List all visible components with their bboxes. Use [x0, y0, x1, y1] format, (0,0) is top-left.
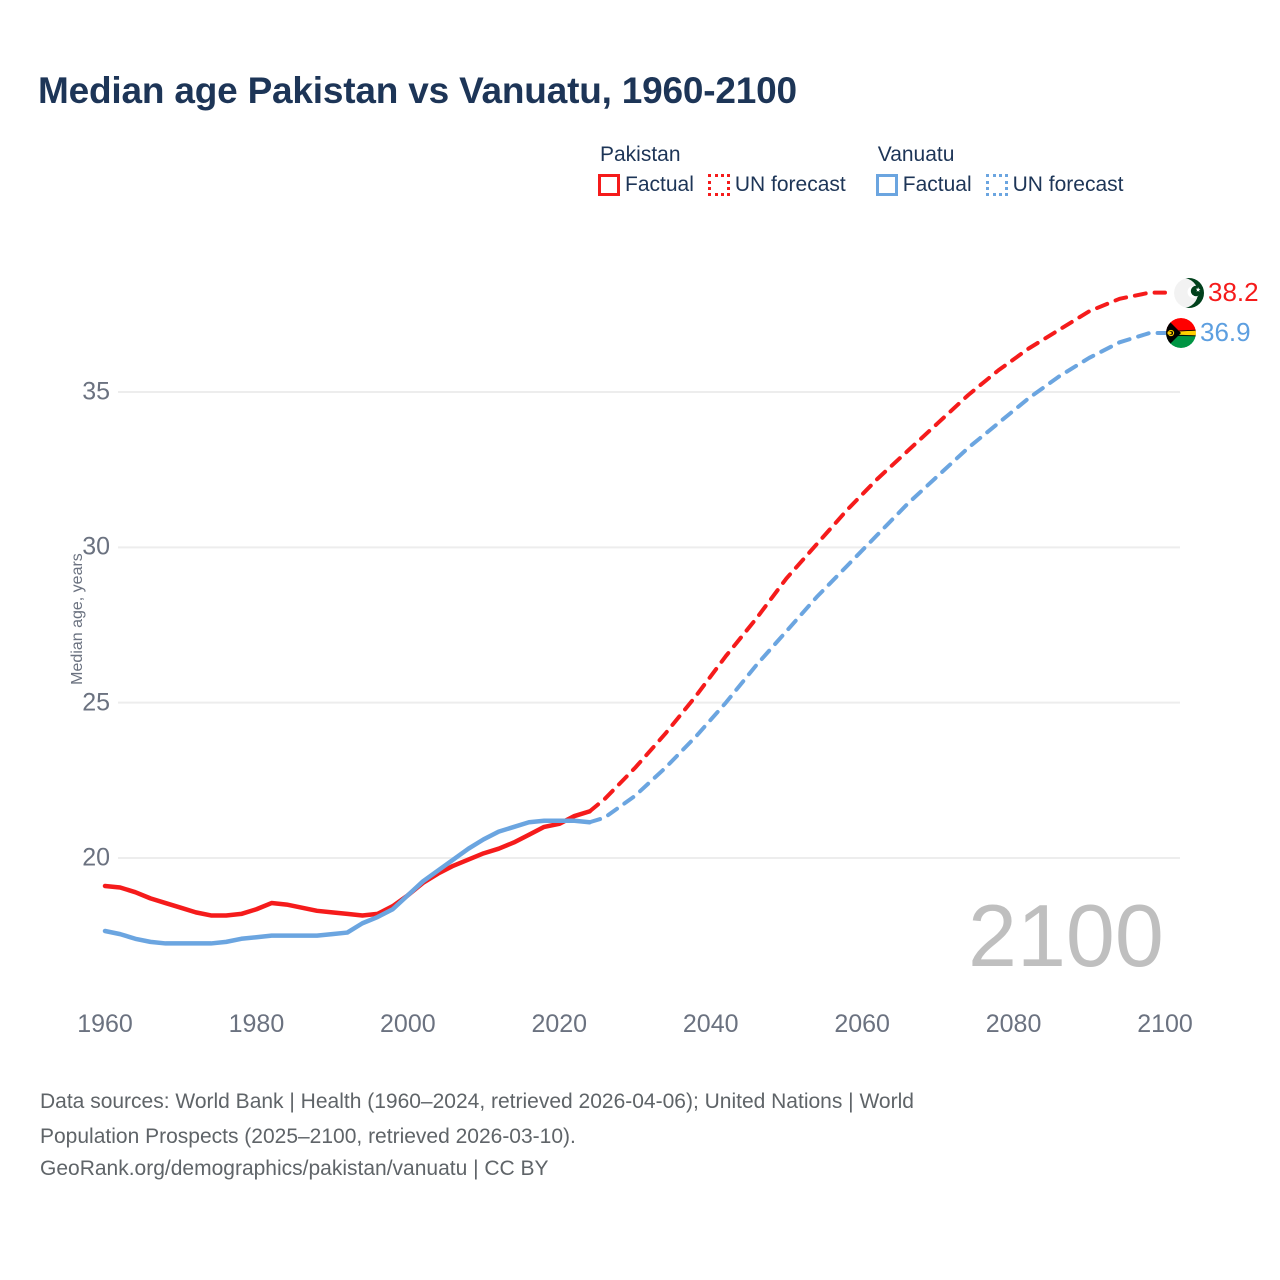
- legend-item-vanuatu-factual[interactable]: Factual: [875, 173, 972, 197]
- footer-sources: Data sources: World Bank | Health (1960–…: [40, 1086, 1220, 1186]
- x-tick-label: 2000: [380, 1010, 436, 1038]
- y-axis-ticks: 20 25 30 35: [52, 0, 110, 1000]
- legend-country-pakistan: Pakistan: [600, 143, 681, 166]
- legend-item-pakistan-forecast[interactable]: UN forecast: [707, 173, 846, 197]
- legend-row-pakistan: Factual UN forecast: [598, 173, 846, 197]
- footer-line-3[interactable]: GeoRank.org/demographics/pakistan/vanuat…: [40, 1157, 549, 1181]
- footer-line-1: Data sources: World Bank | Health (1960–…: [40, 1090, 914, 1113]
- chart-legend: Pakistan Factual UN forecast Vanuatu Fac…: [598, 143, 1124, 197]
- footer-line-2: Population Prospects (2025–2100, retriev…: [40, 1124, 576, 1148]
- vanuatu-flag-icon: [1166, 317, 1196, 348]
- y-tick-label: 25: [82, 688, 110, 717]
- vanuatu-end-value: 36.9: [1200, 317, 1251, 347]
- y-tick-label: 20: [82, 843, 110, 872]
- legend-item-pakistan-factual[interactable]: Factual: [598, 173, 694, 197]
- y-tick-label: 35: [82, 377, 110, 406]
- x-tick-label: 1980: [228, 1010, 285, 1038]
- x-tick-label: 2080: [985, 1010, 1042, 1038]
- legend-swatch-dotted-icon: [985, 174, 1008, 196]
- year-watermark: 2100: [968, 886, 1164, 985]
- legend-label-pakistan-factual: Factual: [625, 173, 694, 196]
- legend-label-vanuatu-forecast: UN forecast: [1012, 173, 1124, 196]
- legend-swatch-solid-icon: [598, 174, 620, 196]
- pakistan-end-value: 38.2: [1208, 277, 1259, 307]
- legend-label-pakistan-forecast: UN forecast: [734, 173, 846, 196]
- series-line: [102, 809, 592, 918]
- pakistan-endpoint: 38.2: [1174, 277, 1259, 308]
- x-tick-label: 2100: [1137, 1010, 1193, 1038]
- series-line: [587, 330, 1167, 825]
- series-line: [587, 290, 1167, 814]
- legend-swatch-dotted-icon: [707, 174, 730, 196]
- x-tick-label: 2060: [834, 1010, 890, 1038]
- x-tick-label: 2020: [531, 1010, 588, 1038]
- legend-country-vanuatu: Vanuatu: [877, 143, 955, 166]
- legend-swatch-solid-icon: [875, 174, 898, 196]
- series-line: [102, 818, 592, 946]
- legend-group-pakistan: Pakistan Factual UN forecast: [598, 143, 846, 197]
- legend-group-vanuatu: Vanuatu Factual UN forecast: [875, 143, 1124, 197]
- vanuatu-endpoint: 36.9: [1166, 317, 1251, 348]
- page-title: Median age Pakistan vs Vanuatu, 1960-210…: [38, 70, 797, 111]
- legend-row-vanuatu: Factual UN forecast: [875, 173, 1124, 197]
- x-tick-label: 2040: [682, 1010, 739, 1038]
- plot-area: Median age, years 20 25 30 35 1960 1980 2000 2…: [52, 0, 1193, 1038]
- chart-svg: [102, 290, 1180, 946]
- y-tick-label: 30: [82, 532, 110, 561]
- legend-item-vanuatu-forecast[interactable]: UN forecast: [985, 173, 1124, 197]
- x-tick-label: 1960: [77, 1010, 133, 1038]
- legend-label-vanuatu-factual: Factual: [902, 173, 972, 196]
- pakistan-flag-icon: [1174, 277, 1204, 308]
